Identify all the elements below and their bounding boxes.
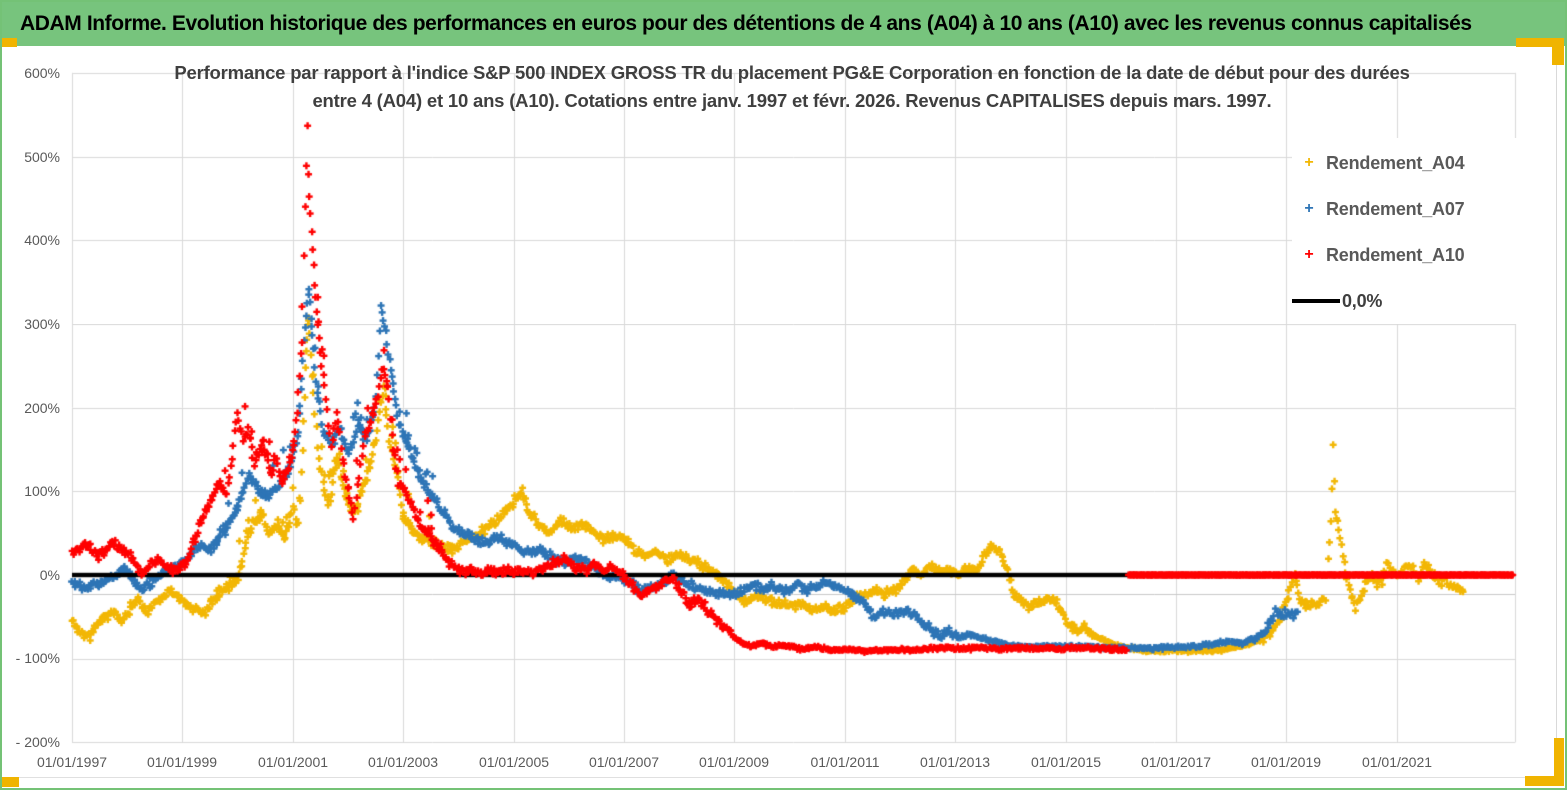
plus-marker-icon: + <box>1304 154 1314 171</box>
x-tick-label: 01/01/2001 <box>257 754 329 770</box>
selection-handle-bottom-right <box>1554 738 1564 785</box>
y-tick-label: 300% <box>24 316 60 332</box>
x-tick-label: 01/01/2005 <box>478 754 550 770</box>
x-tick-label: 01/01/2017 <box>1140 754 1212 770</box>
selection-handle-top-right <box>1552 38 1564 65</box>
zero-line-swatch <box>1292 299 1340 303</box>
x-tick-label: 01/01/2003 <box>367 754 439 770</box>
chart-frame-border <box>2 777 1557 778</box>
legend-label-a07: Rendement_A07 <box>1326 198 1465 219</box>
legend-label-zero: 0,0% <box>1342 290 1383 311</box>
y-tick-label: 600% <box>24 65 60 81</box>
legend-label-a04: Rendement_A04 <box>1326 152 1465 173</box>
chart-title: Performance par rapport à l'indice S&P 5… <box>102 59 1482 115</box>
y-tick-label: 100% <box>24 483 60 499</box>
selection-handle-top-right <box>1516 38 1564 47</box>
y-tick-label: - 200% <box>15 734 60 750</box>
y-tick-label: 400% <box>24 232 60 248</box>
x-tick-label: 01/01/1997 <box>36 754 108 770</box>
y-tick-label: - 100% <box>15 650 60 666</box>
legend-label-a10: Rendement_A10 <box>1326 244 1465 265</box>
legend-item-zero-line: 0,0% <box>1292 278 1517 324</box>
plus-marker-icon: + <box>1304 200 1314 217</box>
chart-title-line1: Performance par rapport à l'indice S&P 5… <box>174 62 1410 83</box>
chart-legend: + Rendement_A04 + Rendement_A07 + Rendem… <box>1292 138 1517 324</box>
y-tick-label: 0% <box>39 567 60 583</box>
x-tick-label: 01/01/1999 <box>146 754 218 770</box>
x-tick-label: 01/01/2021 <box>1361 754 1433 770</box>
legend-item-rendement-a10: + Rendement_A10 <box>1292 232 1517 278</box>
legend-item-rendement-a04: + Rendement_A04 <box>1292 140 1517 186</box>
x-tick-label: 01/01/2007 <box>588 754 660 770</box>
x-tick-label: 01/01/2015 <box>1030 754 1102 770</box>
plus-marker-icon: + <box>1304 246 1314 263</box>
y-tick-label: 200% <box>24 400 60 416</box>
selection-handle-top-left <box>2 38 17 47</box>
chart-frame-border <box>1556 46 1557 777</box>
selection-handle-bottom-left <box>2 777 19 787</box>
selection-handle-bottom-right <box>1525 776 1564 786</box>
y-tick-label: 500% <box>24 149 60 165</box>
legend-item-rendement-a07: + Rendement_A07 <box>1292 186 1517 232</box>
chart-title-line2: entre 4 (A04) et 10 ans (A10). Cotations… <box>312 90 1272 111</box>
x-tick-label: 01/01/2013 <box>919 754 991 770</box>
x-tick-label: 01/01/2019 <box>1250 754 1322 770</box>
x-tick-label: 01/01/2009 <box>698 754 770 770</box>
x-tick-label: 01/01/2011 <box>810 754 880 770</box>
